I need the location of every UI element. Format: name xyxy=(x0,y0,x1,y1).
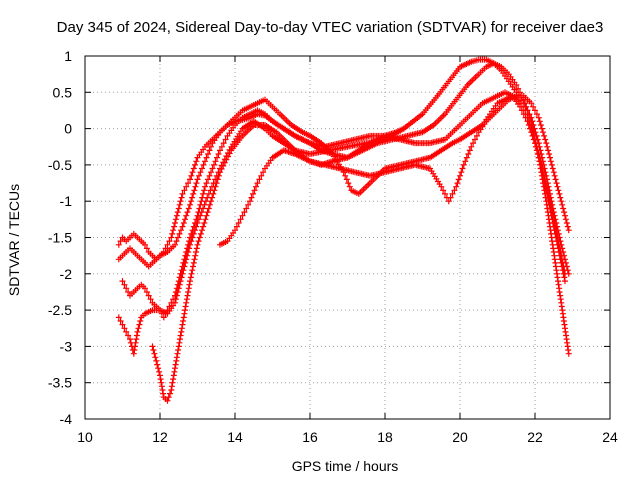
y-tick-label: -2.5 xyxy=(48,302,72,318)
chart-title: Day 345 of 2024, Sidereal Day-to-day VTE… xyxy=(57,19,604,36)
x-tick-label: 22 xyxy=(527,429,543,445)
x-tick-label: 10 xyxy=(77,429,93,445)
series-sat-e xyxy=(149,60,572,404)
y-axis-label: SDTVAR / TECUs xyxy=(6,184,22,296)
y-tick-label: -1 xyxy=(60,193,73,209)
x-tick-label: 12 xyxy=(152,429,168,445)
data-point-markers-sat-f xyxy=(217,92,572,248)
x-tick-label: 16 xyxy=(302,429,318,445)
data-point-markers-sat-c xyxy=(119,89,568,321)
y-tick-label: 0 xyxy=(64,121,72,137)
series-sat-c xyxy=(119,89,568,321)
y-tick-label: -2 xyxy=(60,266,73,282)
grid-lines xyxy=(85,56,610,419)
y-tick-label: 0.5 xyxy=(53,84,73,100)
x-tick-label: 14 xyxy=(227,429,243,445)
y-tick-label: -3.5 xyxy=(48,375,72,391)
y-tick-label: -0.5 xyxy=(48,157,72,173)
x-tick-label: 24 xyxy=(602,429,618,445)
y-tick-label: 1 xyxy=(64,48,72,64)
y-tick-label: -4 xyxy=(60,411,73,427)
data-markers xyxy=(115,56,572,404)
y-tick-label: -3 xyxy=(60,338,73,354)
axis-ticks: 10 12 14 16 18 20 22 24 1 0.5 0 -0.5 -1 -1.5 -2 -2.5 -3 -… xyxy=(48,48,618,445)
data-point-markers-sat-e xyxy=(149,60,572,404)
series-sat-f xyxy=(217,92,572,248)
x-tick-label: 20 xyxy=(452,429,468,445)
x-axis-label: GPS time / hours xyxy=(292,458,399,474)
plot-frame xyxy=(84,55,611,420)
y-tick-label: -1.5 xyxy=(48,230,72,246)
x-tick-label: 18 xyxy=(377,429,393,445)
